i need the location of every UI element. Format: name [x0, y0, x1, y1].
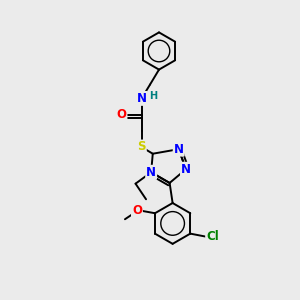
Text: S: S: [137, 140, 146, 154]
Text: H: H: [149, 91, 157, 101]
Text: Cl: Cl: [206, 230, 219, 243]
Text: N: N: [136, 92, 147, 105]
Text: O: O: [132, 204, 142, 217]
Text: O: O: [116, 108, 127, 121]
Text: N: N: [181, 163, 191, 176]
Text: N: N: [146, 166, 156, 179]
Text: N: N: [174, 143, 184, 156]
